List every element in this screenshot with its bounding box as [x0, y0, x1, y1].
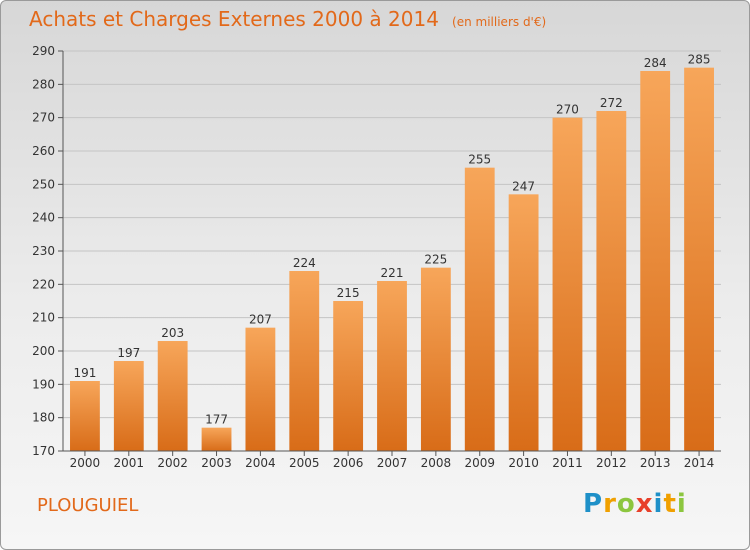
y-tick-label: 240: [32, 211, 55, 225]
bar-value-label: 225: [424, 253, 447, 267]
bar-2003: [201, 427, 232, 451]
x-tick-label: 2006: [333, 456, 364, 470]
bar-value-label: 203: [161, 326, 184, 340]
x-tick-label: 2013: [640, 456, 671, 470]
bar-value-label: 207: [249, 313, 272, 327]
bar-2012: [596, 111, 627, 451]
x-tick-label: 2007: [377, 456, 408, 470]
bar-value-label: 215: [337, 286, 360, 300]
y-tick-label: 180: [32, 411, 55, 425]
bar-value-label: 191: [73, 366, 96, 380]
bar-2005: [289, 271, 320, 451]
logo-letter: x: [635, 489, 654, 519]
y-tick-label: 260: [32, 144, 55, 158]
bar-2004: [245, 327, 276, 451]
x-tick-label: 2012: [596, 456, 627, 470]
y-tick-label: 270: [32, 111, 55, 125]
x-tick-label: 2009: [464, 456, 495, 470]
proxiti-logo: Proxiti: [583, 489, 687, 519]
bar-value-label: 284: [644, 56, 667, 70]
y-tick-label: 290: [32, 44, 55, 58]
bar-value-label: 255: [468, 153, 491, 167]
x-tick-label: 2002: [157, 456, 188, 470]
bar-2009: [464, 167, 495, 451]
x-tick-label: 2008: [421, 456, 452, 470]
bar-2000: [70, 381, 100, 451]
chart-subtitle: (en milliers d'€): [452, 15, 547, 29]
bar-2008: [420, 267, 451, 451]
logo-letter: o: [616, 489, 636, 519]
bar-2010: [508, 194, 539, 452]
logo-letter: i: [676, 489, 687, 519]
bar-2006: [333, 301, 364, 451]
bar-2013: [640, 71, 671, 451]
bar-value-label: 272: [600, 96, 623, 110]
logo-letter: P: [583, 489, 604, 519]
bar-2014: [684, 67, 714, 452]
bars-layer: 191 197 203 177 207 224 215 221 225 255 247 270 272 2…: [70, 53, 714, 452]
bar-value-label: 285: [688, 53, 711, 67]
logo-letter: i: [653, 489, 664, 519]
title-row: Achats et Charges Externes 2000 à 2014 (…: [29, 7, 546, 31]
x-tick-label: 2004: [245, 456, 276, 470]
y-tick-label: 200: [32, 344, 55, 358]
bar-value-label: 247: [512, 179, 535, 193]
chart-title: Achats et Charges Externes 2000 à 2014: [29, 7, 439, 31]
axis-layer: 170 180 190 200 210 220 230 240 250 260 270 280 290 2…: [32, 44, 721, 470]
y-tick-label: 190: [32, 377, 55, 391]
y-tick-label: 210: [32, 311, 55, 325]
bar-value-label: 270: [556, 103, 579, 117]
y-tick-label: 230: [32, 244, 55, 258]
bar-value-label: 224: [293, 256, 316, 270]
bar-2011: [552, 117, 583, 452]
x-tick-label: 2011: [552, 456, 583, 470]
bar-value-label: 177: [205, 413, 228, 427]
logo-letter: r: [603, 489, 617, 519]
x-tick-label: 2010: [508, 456, 539, 470]
y-tick-label: 280: [32, 77, 55, 91]
commune-name: PLOUGUIEL: [37, 495, 139, 516]
bar-value-label: 197: [117, 346, 140, 360]
x-tick-label: 2005: [289, 456, 320, 470]
bar-2002: [157, 341, 188, 451]
y-tick-label: 220: [32, 277, 55, 291]
x-tick-label: 2000: [70, 456, 101, 470]
x-tick-label: 2003: [201, 456, 232, 470]
y-tick-label: 250: [32, 177, 55, 191]
x-tick-label: 2001: [114, 456, 145, 470]
y-tick-label: 170: [32, 444, 55, 458]
bar-2001: [113, 361, 144, 451]
bar-2007: [377, 281, 407, 451]
logo-letter: t: [663, 489, 677, 519]
bar-value-label: 221: [381, 266, 404, 280]
x-tick-label: 2014: [684, 456, 715, 470]
